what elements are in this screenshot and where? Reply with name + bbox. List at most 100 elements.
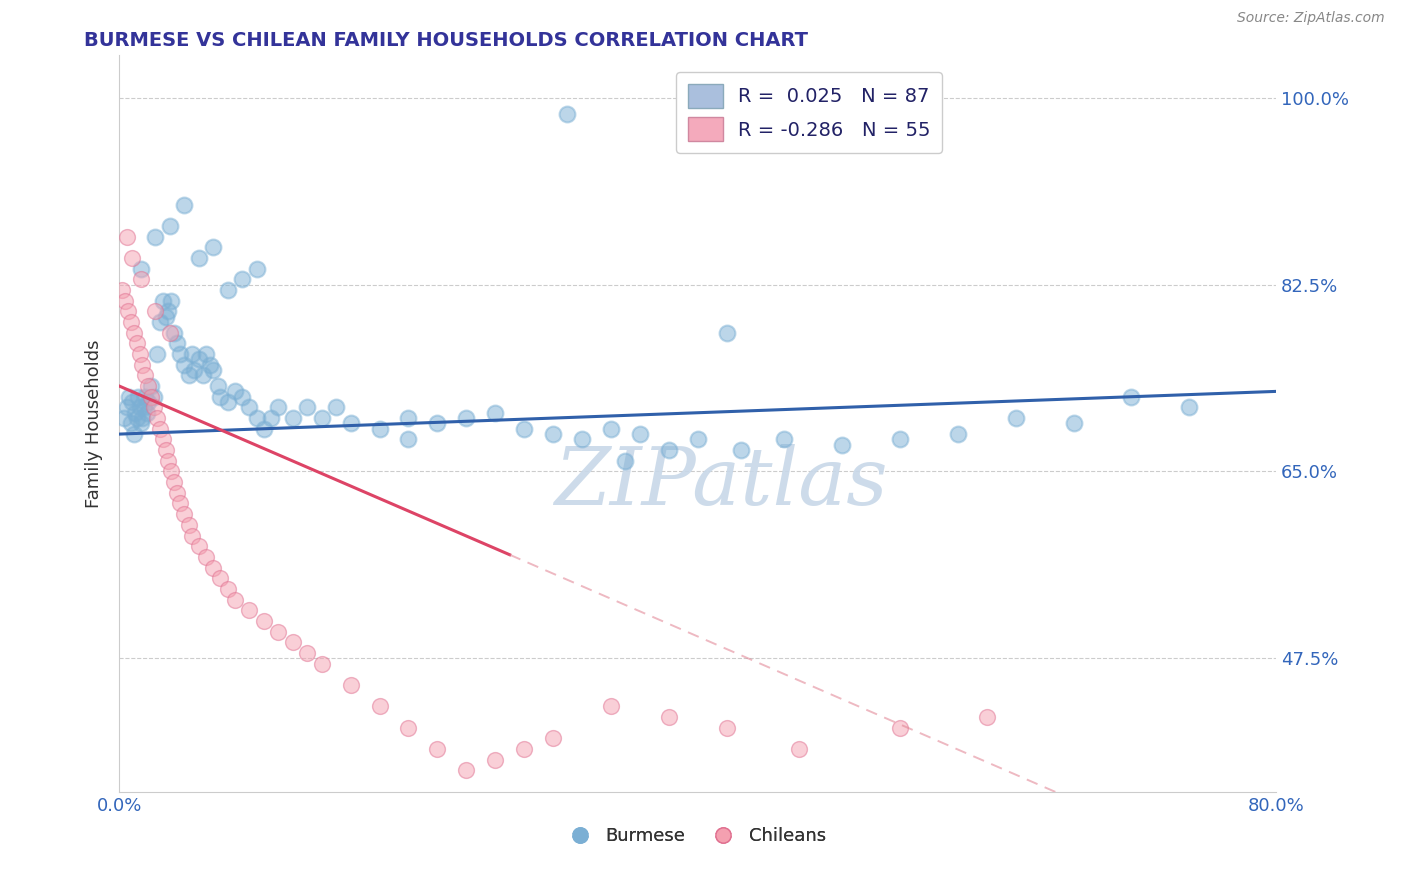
Point [128,347,150,361]
Point [159,326,181,340]
Point [1121,390,1143,404]
Point [217,582,239,596]
Point [173,358,195,372]
Point [202,363,225,377]
Point [253,614,276,628]
Point [143,390,166,404]
Point [163,475,186,490]
Point [513,742,536,756]
Point [146,411,169,425]
Point [177,368,200,383]
Point [132,401,155,415]
Point [1004,411,1026,425]
Point [146,347,169,361]
Point [716,326,738,340]
Point [325,401,347,415]
Point [267,401,290,415]
Point [169,347,191,361]
Point [121,395,143,409]
Point [209,571,232,585]
Point [398,433,420,447]
Point [231,272,253,286]
Point [180,347,202,361]
Point [121,251,143,265]
Point [134,390,156,404]
Point [118,390,141,404]
Point [152,293,174,308]
Point [163,326,186,340]
Point [135,406,157,420]
Point [187,352,209,367]
Point [129,272,152,286]
Point [155,443,177,458]
Point [157,304,180,318]
Point [614,454,637,468]
Point [368,699,391,714]
Point [557,107,579,121]
Point [217,283,239,297]
Point [398,411,420,425]
Point [541,427,564,442]
Point [209,390,232,404]
Point [628,427,651,442]
Point [202,240,225,254]
Point [155,310,177,324]
Point [112,411,135,425]
Point [120,315,142,329]
Point [169,496,191,510]
Point [238,603,260,617]
Point [122,427,145,442]
Point [599,699,621,714]
Point [889,433,911,447]
Point [145,229,167,244]
Point [195,347,218,361]
Point [125,336,148,351]
Point [160,293,183,308]
Point [145,304,167,318]
Point [160,465,183,479]
Point [484,753,506,767]
Point [426,417,449,431]
Point [191,368,214,383]
Point [398,721,420,735]
Point [129,261,152,276]
Point [114,293,136,308]
Point [217,395,239,409]
Point [1063,417,1085,431]
Point [139,379,162,393]
Point [183,363,205,377]
Text: ZIPatlas: ZIPatlas [554,443,887,521]
Point [297,401,319,415]
Point [311,411,333,425]
Point [159,219,181,233]
Point [125,411,148,425]
Point [224,384,246,399]
Point [730,443,752,458]
Point [946,427,969,442]
Point [120,417,142,431]
Point [180,528,202,542]
Y-axis label: Family Households: Family Households [86,339,103,508]
Point [541,731,564,746]
Point [297,646,319,660]
Point [143,401,166,415]
Point [773,433,796,447]
Point [149,422,172,436]
Point [136,395,159,409]
Legend: Burmese, Chileans: Burmese, Chileans [562,821,832,853]
Point [152,433,174,447]
Point [238,401,260,415]
Point [456,764,478,778]
Point [173,507,195,521]
Point [339,678,361,692]
Point [658,710,681,724]
Point [122,326,145,340]
Point [111,283,134,297]
Point [187,539,209,553]
Point [202,560,225,574]
Point [368,422,391,436]
Point [246,261,269,276]
Point [456,411,478,425]
Point [686,433,709,447]
Point [787,742,810,756]
